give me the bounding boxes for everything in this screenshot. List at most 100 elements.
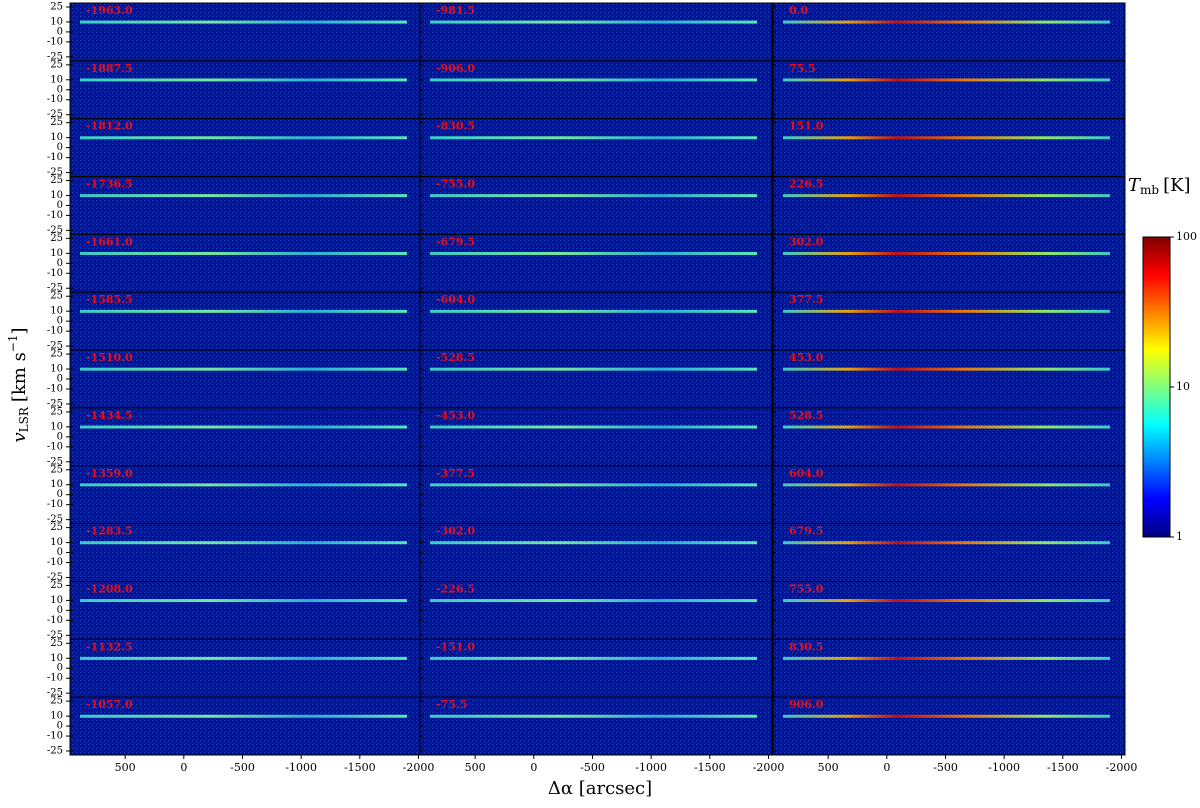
y-tick-label: -10 <box>47 326 63 337</box>
panel-background <box>70 234 422 293</box>
y-tick-label: 25 <box>50 522 63 533</box>
emission-band <box>783 425 1110 429</box>
y-tick-label: 25 <box>50 406 63 417</box>
panel-background <box>70 523 422 582</box>
x-tick-label: 500 <box>115 761 136 774</box>
panel-label: -906.0 <box>436 62 475 75</box>
emission-band <box>783 656 1110 660</box>
y-tick-label: -25 <box>47 746 63 757</box>
y-tick-label: -25 <box>47 688 63 699</box>
emission-band <box>80 483 407 487</box>
panel-label: 75.5 <box>789 62 816 75</box>
panel-background <box>420 60 772 119</box>
panel-label: -226.5 <box>436 582 475 595</box>
y-tick-label: -10 <box>47 152 63 163</box>
panel-label: 679.5 <box>789 525 823 538</box>
panel-background <box>70 3 422 61</box>
y-tick-label: -10 <box>47 673 63 684</box>
y-label-close: ] <box>9 327 30 334</box>
emission-band <box>783 541 1110 545</box>
emission-band <box>430 483 757 487</box>
emission-band <box>430 714 757 718</box>
y-tick-label: -10 <box>47 615 63 626</box>
y-tick-label: 0 <box>57 663 63 674</box>
y-tick-label: -25 <box>47 572 63 583</box>
y-label-exponent: −1 <box>6 334 20 352</box>
panel-background <box>420 234 772 293</box>
x-tick-label: 500 <box>818 761 839 774</box>
y-tick-label: 0 <box>57 547 63 558</box>
emission-band <box>430 599 757 603</box>
y-tick-label: 0 <box>57 721 63 732</box>
emission-band <box>80 20 407 24</box>
y-tick-label: -10 <box>47 94 63 105</box>
y-tick-label: -25 <box>47 283 63 294</box>
y-tick-label: 0 <box>57 489 63 500</box>
panel-label: -1661.0 <box>86 235 133 248</box>
x-tick-label: -2000 <box>753 761 785 774</box>
panel-background <box>70 697 422 755</box>
y-tick-label: 10 <box>50 16 63 27</box>
y-tick-label: -25 <box>47 167 63 178</box>
y-tick-label: -25 <box>47 514 63 525</box>
panel-background <box>70 639 422 698</box>
panel-label: -151.0 <box>436 640 475 653</box>
panel-label: -1585.5 <box>86 293 133 306</box>
y-tick-label: -25 <box>47 341 63 352</box>
panel-label: 604.0 <box>789 467 824 480</box>
emission-band <box>783 20 1110 24</box>
panel-label: -1283.5 <box>86 525 133 538</box>
y-tick-label: 10 <box>50 364 63 375</box>
panel-background <box>773 118 1125 177</box>
panel-background <box>773 407 1125 466</box>
y-tick-label: 25 <box>50 1 63 12</box>
y-tick-label: -10 <box>47 383 63 394</box>
y-tick-label: -10 <box>47 36 63 47</box>
y-tick-label: 10 <box>50 479 63 490</box>
panel-label: -755.0 <box>436 178 475 191</box>
emission-band <box>430 656 757 660</box>
panel-label: -1434.5 <box>86 409 133 422</box>
panel-background <box>70 465 422 524</box>
emission-band <box>80 78 407 82</box>
panels: -1963.025100-10-25-1887.525100-10-25-181… <box>47 1 1137 774</box>
panel-background <box>773 639 1125 698</box>
panel-background <box>773 3 1125 61</box>
emission-band <box>430 541 757 545</box>
panel-label: -679.5 <box>436 235 475 248</box>
panel-label: -1736.5 <box>86 178 133 191</box>
y-tick-label: -10 <box>47 441 63 452</box>
x-tick-label: -2000 <box>1106 761 1138 774</box>
panel-background <box>70 350 422 408</box>
y-tick-label: -25 <box>47 630 63 641</box>
emission-band <box>783 367 1110 371</box>
panel-label: -1510.0 <box>86 351 133 364</box>
y-tick-label: 0 <box>57 84 63 95</box>
panel-background <box>420 465 772 524</box>
panel-background <box>773 350 1125 408</box>
panel-background <box>773 697 1125 755</box>
panel-background <box>70 292 422 351</box>
panel-background <box>420 523 772 582</box>
y-tick-label: 10 <box>50 248 63 259</box>
y-tick-label: 0 <box>57 200 63 211</box>
y-tick-label: 10 <box>50 74 63 85</box>
y-tick-label: -10 <box>47 268 63 279</box>
panel-label: -1132.5 <box>86 640 133 653</box>
panel-background <box>70 60 422 119</box>
y-tick-label: 10 <box>50 421 63 432</box>
y-tick-label: 0 <box>57 605 63 616</box>
panel-label: -528.5 <box>436 351 475 364</box>
x-tick-label: -1000 <box>285 761 317 774</box>
y-axis-label: vLSR [km s−1] <box>6 327 31 442</box>
y-tick-label: 25 <box>50 464 63 475</box>
x-tick-label: -500 <box>933 761 958 774</box>
x-tick-label: -2000 <box>403 761 435 774</box>
y-tick-label: 25 <box>50 59 63 70</box>
emission-band <box>783 714 1110 718</box>
emission-band <box>783 251 1110 255</box>
x-tick-label: 0 <box>530 761 537 774</box>
emission-band <box>80 425 407 429</box>
y-tick-label: -10 <box>47 731 63 742</box>
panel-label: -1359.0 <box>86 467 133 480</box>
